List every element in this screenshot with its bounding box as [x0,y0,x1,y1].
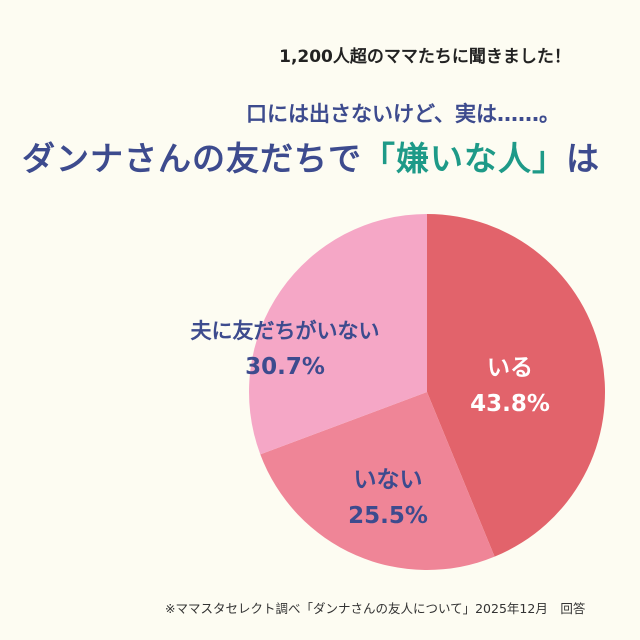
lead-text: 1,200人超のママたちに聞きました！ [279,47,571,67]
slice-value: 30.7% [245,354,325,380]
pie-slice [260,392,495,571]
slice-value: 43.8% [470,391,550,417]
pie-slice [249,214,427,455]
page-title: ダンナさんの友だちで「嫌いな人」は [22,132,600,180]
slice-label: 夫に友だちがいない [191,319,380,343]
title-highlight: 「嫌いな人」 [362,139,566,178]
slice-label: いない [354,467,423,493]
footnote: ※ママスタセレクト調べ「ダンナさんの友人について」2025年12月 回答 [165,601,586,616]
pie-slice [427,214,606,557]
title-pre: ダンナさんの友だちで [22,139,362,178]
subtitle: 口には出さないけど、実は……。 [246,102,560,126]
title-post: は [566,139,600,178]
slice-value: 25.5% [348,503,428,529]
slice-label: いる [487,355,533,381]
